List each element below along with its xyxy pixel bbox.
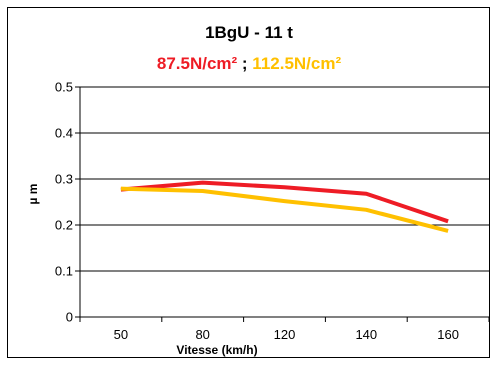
y-tick-label: 0.2 [55,218,73,233]
series-line-1 [120,186,449,233]
x-tick-label: 80 [195,327,209,342]
y-tick-label: 0.4 [55,126,73,141]
y-tick-label: 0.5 [55,80,73,95]
chart-title: 1BgU - 11 t [205,23,293,42]
gridlines [80,86,489,272]
x-tick-label: 120 [274,327,296,342]
series-lines [120,180,449,233]
x-tick-label: 160 [437,327,459,342]
line-chart: 1BgU - 11 t 87.5N/cm² ; 112.5N/cm² 00.10… [26,23,490,357]
y-axis-label: µ m [26,184,40,205]
subtitle-part: 112.5N/cm² [252,54,341,73]
subtitle-part: 87.5N/cm² [157,54,238,73]
axes [75,86,490,322]
x-axis-label: Vitesse (km/h) [176,343,257,357]
x-tick-label: 140 [355,327,377,342]
y-tick-label: 0.3 [55,172,73,187]
series-line-0 [120,180,449,224]
y-tick-labels: 0 0.1 0.2 0.3 0.4 0.5 [55,80,73,325]
chart-frame: 1BgU - 11 t 87.5N/cm² ; 112.5N/cm² 0 0.1 0… [7,7,490,358]
x-tick-label: 50 [114,327,128,342]
subtitle-part: ; [237,54,252,73]
x-tick-labels: 50 80 120 140 160 [114,327,459,342]
y-tick-label: 0 [66,310,73,325]
y-tick-label: 0.1 [55,264,73,279]
chart-subtitle: 87.5N/cm² ; 112.5N/cm² [157,54,342,73]
